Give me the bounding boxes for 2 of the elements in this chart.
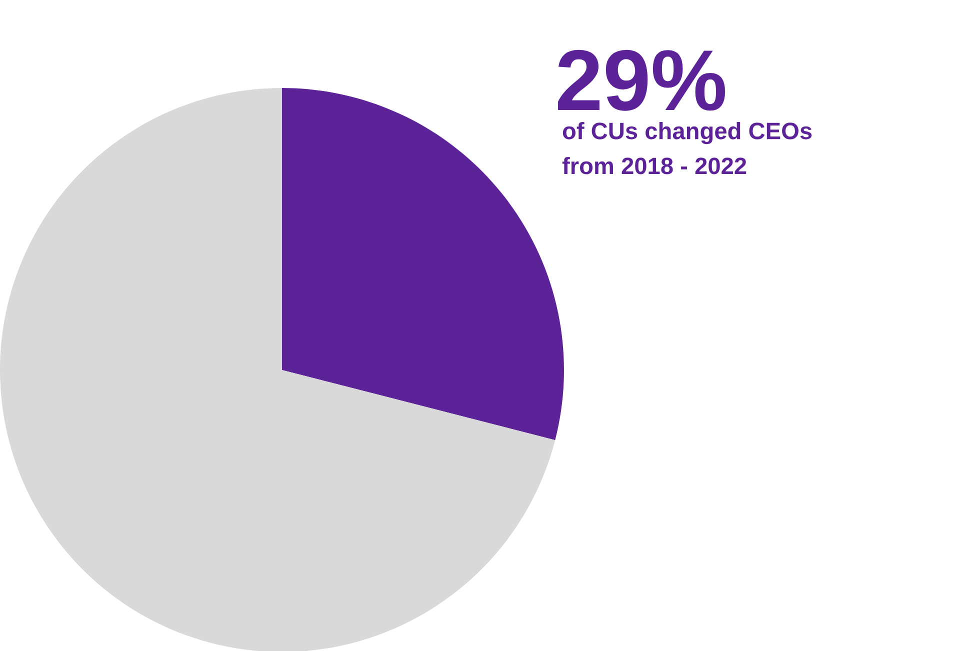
text: of CUs changed CEOs from 2018 - 2022 bbox=[562, 122, 812, 174]
data-label: 29% bbox=[558, 50, 726, 111]
